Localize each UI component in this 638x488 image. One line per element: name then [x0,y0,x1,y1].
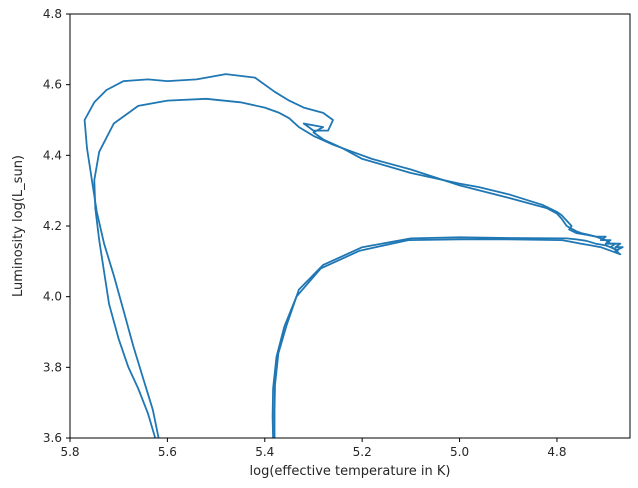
y-tick-label: 4.2 [43,219,62,233]
plot-lines [83,73,624,438]
plot-frame [69,13,631,439]
y-axis-label: Luminosity log(L_sun) [11,155,26,297]
x-tick-label: 5.6 [158,445,177,459]
x-axis-label: log(effective temperature in K) [250,464,451,479]
series-line-2 [83,73,624,438]
y-tick-label: 3.8 [43,360,62,374]
y-tick-label: 3.6 [43,431,62,445]
y-tick-label: 4.0 [43,290,62,304]
y-tick-label: 4.6 [43,78,62,92]
x-axis-ticks: 5.8 5.6 5.4 5.2 5.0 4.8 [60,438,567,459]
x-tick-label: 5.0 [450,445,469,459]
x-tick-label: 4.8 [547,445,566,459]
y-axis-ticks: 3.6 3.8 4.0 4.2 4.4 4.6 4.8 [43,7,70,445]
series-line-1 [93,97,619,438]
x-tick-label: 5.8 [60,445,79,459]
x-tick-label: 5.2 [353,445,372,459]
x-tick-label: 5.4 [255,445,274,459]
y-tick-label: 4.4 [43,148,62,162]
y-tick-label: 4.8 [43,7,62,21]
